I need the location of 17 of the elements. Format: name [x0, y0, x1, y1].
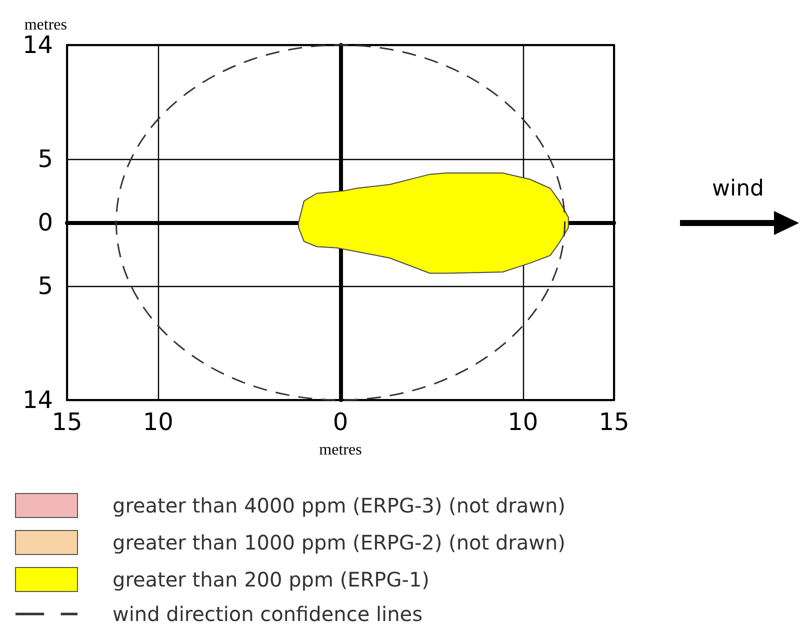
text: wind: [712, 176, 764, 202]
y-tick-label: 14: [22, 386, 53, 414]
x-tick-label: 10: [142, 408, 174, 436]
x-tick-label: 10: [508, 408, 538, 436]
legend-label: greater than 1000 ppm (ERPG-2) (not drawn): [112, 530, 566, 554]
x-axis-title: metres: [319, 442, 362, 458]
legend-label: wind direction confidence lines: [112, 602, 422, 626]
y-tick-label: 5: [38, 145, 53, 174]
x-tick-label: 15: [598, 408, 630, 436]
x-tick-label: 15: [52, 408, 82, 436]
y-tick-label: 0: [38, 208, 53, 236]
legend-label: greater than 200 ppm (ERPG-1): [112, 568, 430, 592]
y-tick-label: 5: [38, 272, 53, 300]
y-axis-title: metres: [24, 16, 67, 34]
x-tick-label: 0: [332, 408, 348, 436]
legend-label: greater than 4000 ppm (ERPG-3) (not drawn): [112, 494, 566, 518]
y-tick-label: 14: [22, 31, 53, 59]
